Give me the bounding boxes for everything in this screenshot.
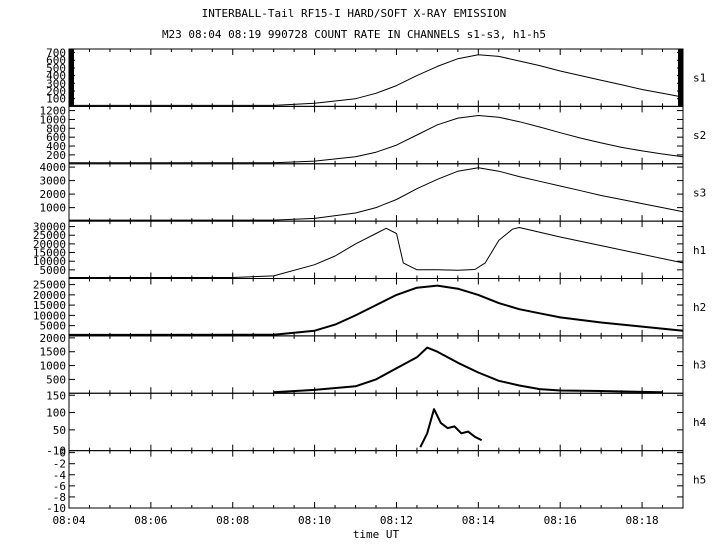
y-tick-label-s2: 600 (46, 131, 66, 144)
series-line-s1 (69, 54, 684, 106)
channel-label-s3: s3 (693, 186, 706, 199)
y-tick-label-s1: 400 (46, 70, 66, 83)
y-tick-label-h5: -6 (53, 480, 66, 493)
channel-label-h1: h1 (693, 244, 706, 257)
x-tick-label: 08:04 (52, 514, 85, 527)
channel-label-h5: h5 (693, 473, 706, 486)
channel-label-h4: h4 (693, 416, 707, 429)
y-tick-label-h2: 25000 (33, 279, 66, 292)
y-tick-label-s3: 1000 (40, 202, 67, 215)
y-tick-label-h3: 1500 (40, 346, 67, 359)
x-tick-label: 08:16 (544, 514, 577, 527)
panel-frame-h5 (68, 450, 684, 509)
x-tick-label: 08:18 (626, 514, 659, 527)
y-tick-label-h1: 15000 (33, 247, 66, 260)
edge-mark-right (678, 49, 683, 107)
y-tick-label-h3: 1000 (40, 360, 67, 373)
series-line-h2 (68, 284, 684, 336)
channel-label-h2: h2 (693, 301, 706, 314)
y-tick-label-s2: 400 (46, 140, 66, 153)
channel-label-h3: h3 (693, 359, 706, 372)
y-tick-label-h5: 0 (59, 447, 66, 460)
y-tick-label-s1: 700 (46, 47, 66, 60)
y-tick-label-s1: 100 (46, 93, 66, 106)
panels-group: 100200300400500600700s120040060080010001… (33, 47, 707, 515)
y-tick-label-h1: 10000 (33, 255, 66, 268)
x-tick-label: 08:08 (216, 514, 249, 527)
series-line-h4 (419, 408, 483, 448)
y-tick-label-h2: 20000 (33, 289, 66, 302)
panel-frame-h1 (68, 220, 684, 279)
x-tick-label: 08:10 (298, 514, 331, 527)
y-tick-label-s2: 800 (46, 122, 66, 135)
y-tick-label-h4: -10 (46, 445, 66, 458)
y-tick-label-h5: -10 (46, 502, 66, 515)
y-tick-label-h3: 500 (46, 373, 66, 386)
y-tick-label-h5: -2 (53, 458, 66, 471)
chart-subtitle: M23 08:04 08:19 990728 COUNT RATE IN CHA… (162, 28, 546, 41)
panel-frame-h3 (68, 335, 684, 394)
x-tick-label: 08:12 (380, 514, 413, 527)
x-tick-label: 08:14 (462, 514, 495, 527)
y-tick-label-h1: 30000 (33, 221, 66, 234)
series-line-s2 (69, 115, 684, 164)
y-tick-label-s1: 600 (46, 54, 66, 67)
y-tick-label-h1: 20000 (33, 238, 66, 251)
y-tick-label-h2: 15000 (33, 299, 66, 312)
y-tick-label-s1: 200 (46, 85, 66, 98)
y-tick-label-s3: 4000 (40, 161, 67, 174)
y-tick-label-h5: -4 (53, 469, 67, 482)
y-tick-label-h4: 100 (46, 407, 66, 420)
channel-label-s2: s2 (693, 129, 706, 142)
x-tick-label: 08:06 (134, 514, 167, 527)
y-tick-label-h4: 50 (53, 424, 66, 437)
y-tick-label-h3: 2000 (40, 332, 67, 345)
y-tick-label-s3: 2000 (40, 188, 67, 201)
series-line-h3 (273, 346, 663, 394)
chart-title: INTERBALL-Tail RF15-I HARD/SOFT X-RAY EM… (202, 7, 507, 20)
y-tick-label-h1: 5000 (40, 264, 67, 277)
x-axis-label: time UT (353, 528, 400, 541)
edge-mark-left (69, 49, 74, 107)
panel-frame-s2 (68, 105, 684, 165)
x-axis: 08:04 08:06 08:08 08:10 08:12 08:14 08:16 08:18 (52, 514, 658, 527)
y-tick-label-s1: 300 (46, 77, 66, 90)
panel-frame-h4 (68, 392, 684, 452)
series-line-h1 (69, 227, 684, 278)
panel-frame-h2 (68, 278, 684, 337)
y-tick-label-s2: 1200 (40, 105, 67, 118)
y-tick-label-h2: 10000 (33, 309, 66, 322)
series-line-s3 (69, 167, 684, 221)
panel-frame-s3 (68, 163, 684, 222)
y-tick-label-s2: 200 (46, 149, 66, 162)
y-tick-label-s2: 1000 (40, 113, 67, 126)
y-tick-label-h4: 150 (46, 389, 66, 402)
y-tick-label-h5: -8 (53, 491, 66, 504)
y-tick-label-s3: 3000 (40, 175, 67, 188)
y-tick-label-h1: 25000 (33, 229, 66, 242)
channel-label-s1: s1 (693, 72, 706, 85)
y-tick-label-h2: 5000 (40, 320, 67, 333)
y-tick-label-s1: 500 (46, 62, 66, 75)
